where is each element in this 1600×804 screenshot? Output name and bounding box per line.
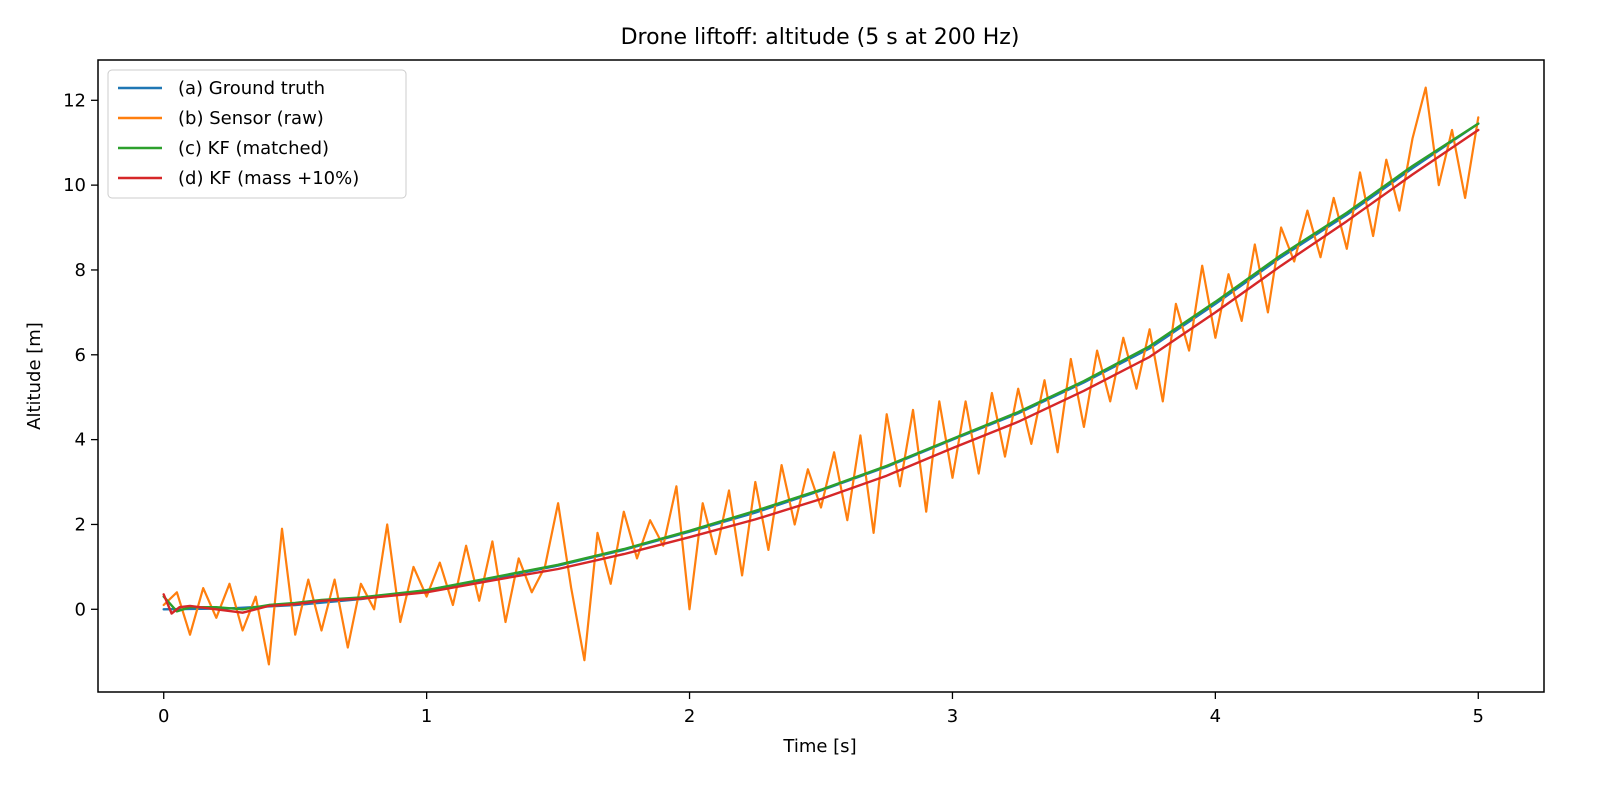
series-line-3	[162, 128, 1480, 615]
x-tick-label: 2	[684, 706, 695, 727]
y-tick-label: 0	[75, 599, 86, 620]
x-tick-label: 3	[947, 706, 958, 727]
legend-label-1: (b) Sensor (raw)	[178, 108, 324, 129]
y-tick-label: 2	[75, 514, 86, 535]
plot-frame	[97, 59, 1545, 693]
y-tick-label: 8	[75, 260, 86, 281]
legend-label-3: (d) KF (mass +10%)	[178, 168, 359, 189]
y-tick-label: 10	[63, 175, 86, 196]
y-tick-label: 12	[63, 90, 86, 111]
x-axis-ticks: 0 1 2 3 4 5	[158, 692, 1484, 727]
chart-title: Drone liftoff: altitude (5 s at 200 Hz)	[621, 25, 1020, 50]
x-axis-label: Time [s]	[782, 736, 856, 757]
legend-box	[107, 69, 407, 199]
legend-entries: (a) Ground truth (b) Sensor (raw) (c) KF (…	[118, 78, 359, 189]
legend-label-0: (a) Ground truth	[178, 78, 325, 99]
y-tick-label: 4	[75, 430, 86, 451]
x-tick-label: 5	[1473, 706, 1484, 727]
series-layer	[162, 86, 1480, 666]
y-tick-label: 6	[75, 345, 86, 366]
legend: (a) Ground truth (b) Sensor (raw) (c) KF (…	[107, 69, 407, 199]
x-tick-label: 0	[158, 706, 169, 727]
y-axis-ticks: 0 2 4 6 8 10 12	[63, 90, 98, 620]
series-line-1	[162, 86, 1480, 666]
series-line-2	[162, 122, 1480, 613]
x-tick-label: 1	[421, 706, 432, 727]
x-tick-label: 4	[1210, 706, 1221, 727]
y-axis-label: Altitude [m]	[24, 322, 45, 430]
legend-label-2: (c) KF (matched)	[178, 138, 329, 159]
